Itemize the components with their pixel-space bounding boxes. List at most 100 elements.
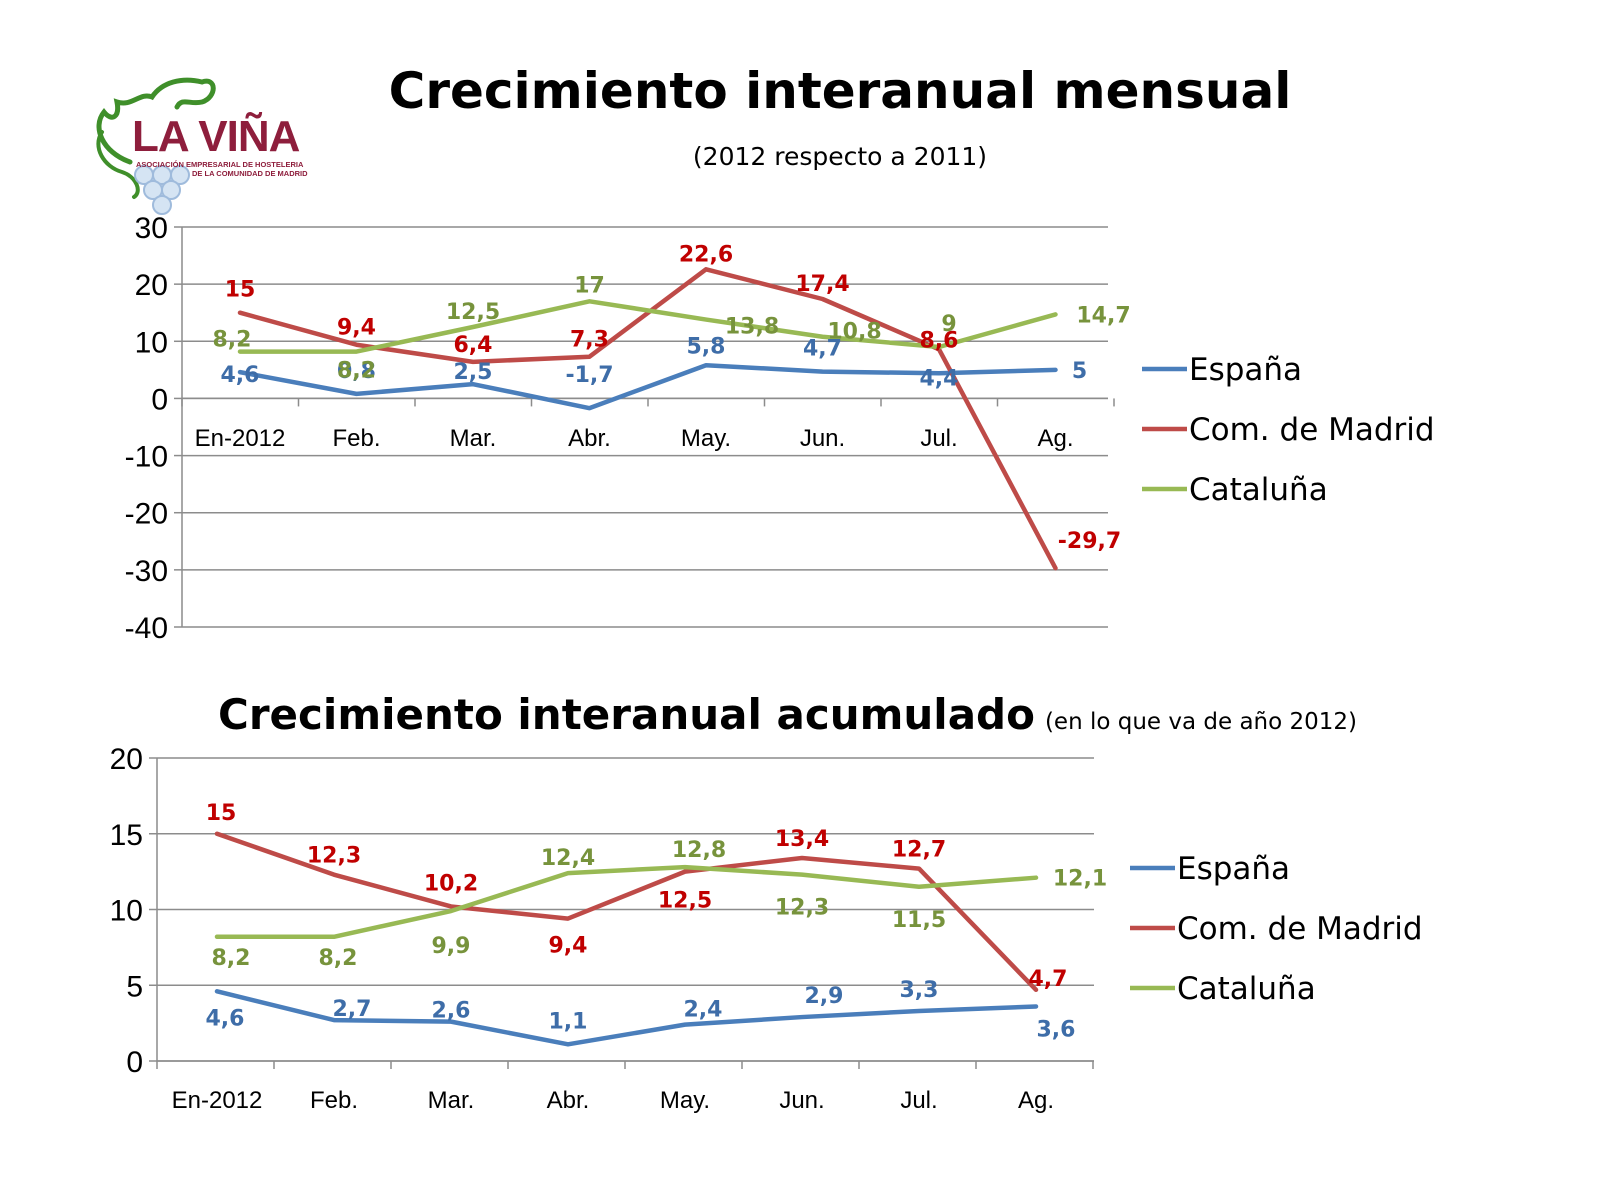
data-label-madrid: 9,4 [549, 934, 588, 959]
y-tick-label: -40 [125, 612, 168, 645]
series-line-cataluna [214, 864, 1039, 940]
data-label-madrid: 7,3 [570, 328, 609, 353]
x-tick-label: May. [660, 1087, 710, 1114]
data-label-cataluna: 8,2 [319, 946, 358, 971]
data-label-espana: 2,4 [684, 998, 723, 1023]
data-label-madrid: 12,7 [892, 838, 946, 863]
x-tick-label: Feb. [332, 425, 380, 452]
legend-label-madrid: Com. de Madrid [1189, 412, 1435, 448]
logo-name: LA VIÑA [132, 112, 300, 161]
x-tick-label: Jun. [779, 1087, 824, 1114]
data-label-madrid: 4,7 [1029, 967, 1068, 992]
data-label-espana: 4,6 [206, 1006, 245, 1031]
data-label-cataluna: 8,2 [337, 359, 376, 384]
data-label-cataluna: 17 [574, 273, 605, 298]
data-label-cataluna: 8,2 [213, 328, 252, 353]
data-label-espana: 5 [1072, 359, 1087, 384]
y-tick-label: 10 [110, 895, 143, 928]
data-label-espana: 2,7 [333, 997, 372, 1022]
y-tick-label: 20 [135, 269, 168, 302]
la-vina-logo: LA VIÑA ASOCIACIÓN EMPRESARIAL DE HOSTEL… [82, 72, 332, 222]
x-tick-label: Mar. [428, 1087, 475, 1114]
legend-label-espana: España [1189, 352, 1302, 388]
x-tick-label: Jul. [900, 1087, 937, 1114]
data-label-espana: -1,7 [565, 363, 613, 388]
data-label-cataluna: 14,7 [1076, 303, 1130, 328]
x-tick-label: Jun. [800, 425, 845, 452]
x-tick-label: Abr. [547, 1087, 590, 1114]
data-label-cataluna: 12,3 [775, 896, 829, 921]
y-tick-label: 0 [126, 1046, 143, 1079]
data-label-espana: 2,6 [432, 999, 471, 1024]
chart2-subtitle: (en lo que va de año 2012) [1044, 709, 1358, 735]
series-line-espana [214, 989, 1039, 1047]
x-tick-label: En-2012 [172, 1087, 263, 1114]
y-tick-label: 0 [151, 383, 168, 416]
chart1-title: Crecimiento interanual mensual [388, 62, 1292, 120]
y-tick-label: -30 [125, 555, 168, 588]
data-label-espana: 2,5 [454, 360, 493, 385]
legend-label-madrid: Com. de Madrid [1177, 911, 1423, 947]
data-label-madrid: 10,2 [424, 871, 478, 896]
x-tick-label: Ag. [1018, 1087, 1054, 1114]
data-label-espana: 2,9 [805, 984, 844, 1009]
x-tick-label: Feb. [310, 1087, 358, 1114]
series-line-madrid [214, 831, 1039, 993]
y-tick-label: 30 [135, 212, 168, 245]
series-line-cataluna [237, 299, 1058, 354]
data-label-espana: 5,8 [687, 334, 726, 359]
data-label-espana: 0,8 [337, 359, 376, 384]
x-tick-label: May. [681, 425, 731, 452]
data-label-cataluna: 9 [941, 312, 956, 337]
data-label-cataluna: 11,5 [892, 908, 946, 933]
legend-label-cataluna: Cataluña [1177, 971, 1316, 1007]
y-tick-label: 5 [126, 970, 143, 1003]
x-tick-label: Mar. [450, 425, 497, 452]
data-label-cataluna: 12,5 [446, 300, 500, 325]
data-label-madrid: 12,3 [307, 844, 361, 869]
data-label-madrid: 22,6 [679, 242, 733, 267]
data-label-madrid: 9,4 [337, 316, 376, 341]
legend-label-espana: España [1177, 851, 1290, 887]
data-label-espana: 4,4 [920, 366, 959, 391]
data-label-madrid: -29,7 [1058, 529, 1121, 554]
logo-line1: ASOCIACIÓN EMPRESARIAL DE HOSTELERIA [136, 160, 304, 169]
data-label-madrid: 15 [225, 278, 256, 303]
y-tick-label: -20 [125, 498, 168, 531]
y-tick-label: -10 [125, 441, 168, 474]
data-label-espana: 4,7 [803, 337, 842, 362]
x-tick-label: Abr. [568, 425, 611, 452]
y-tick-label: 20 [110, 743, 143, 776]
x-tick-label: En-2012 [195, 425, 286, 452]
data-label-cataluna: 10,8 [827, 320, 881, 345]
data-label-madrid: 12,5 [658, 889, 712, 914]
data-label-espana: 3,3 [900, 978, 939, 1003]
data-label-cataluna: 8,2 [212, 946, 251, 971]
data-label-espana: 3,6 [1037, 1017, 1076, 1042]
data-label-cataluna: 12,4 [541, 846, 595, 871]
data-label-madrid: 13,4 [775, 827, 829, 852]
y-tick-label: 10 [135, 326, 168, 359]
data-label-espana: 1,1 [549, 1009, 588, 1034]
logo-line2: DE LA COMUNIDAD DE MADRID [192, 169, 308, 178]
data-label-cataluna: 12,1 [1053, 867, 1107, 892]
chart1-subtitle: (2012 respecto a 2011) [692, 142, 988, 171]
x-tick-label: Jul. [920, 425, 957, 452]
data-label-madrid: 17,4 [795, 272, 849, 297]
x-tick-label: Ag. [1037, 425, 1073, 452]
data-label-cataluna: 9,9 [432, 934, 471, 959]
data-label-cataluna: 13,8 [725, 315, 779, 340]
series-line-espana [237, 363, 1058, 411]
legend-label-cataluna: Cataluña [1189, 472, 1328, 508]
grape-leaf-icon [96, 77, 216, 215]
data-label-madrid: 8,6 [920, 328, 959, 353]
data-label-espana: 4,6 [221, 363, 260, 388]
data-label-cataluna: 12,8 [672, 838, 726, 863]
data-label-madrid: 15 [206, 801, 237, 826]
data-label-madrid: 6,4 [454, 333, 493, 358]
chart2-title-block: Crecimiento interanual acumulado (en lo q… [218, 690, 1357, 739]
y-tick-label: 15 [110, 819, 143, 852]
chart2-title: Crecimiento interanual acumulado [218, 690, 1035, 739]
